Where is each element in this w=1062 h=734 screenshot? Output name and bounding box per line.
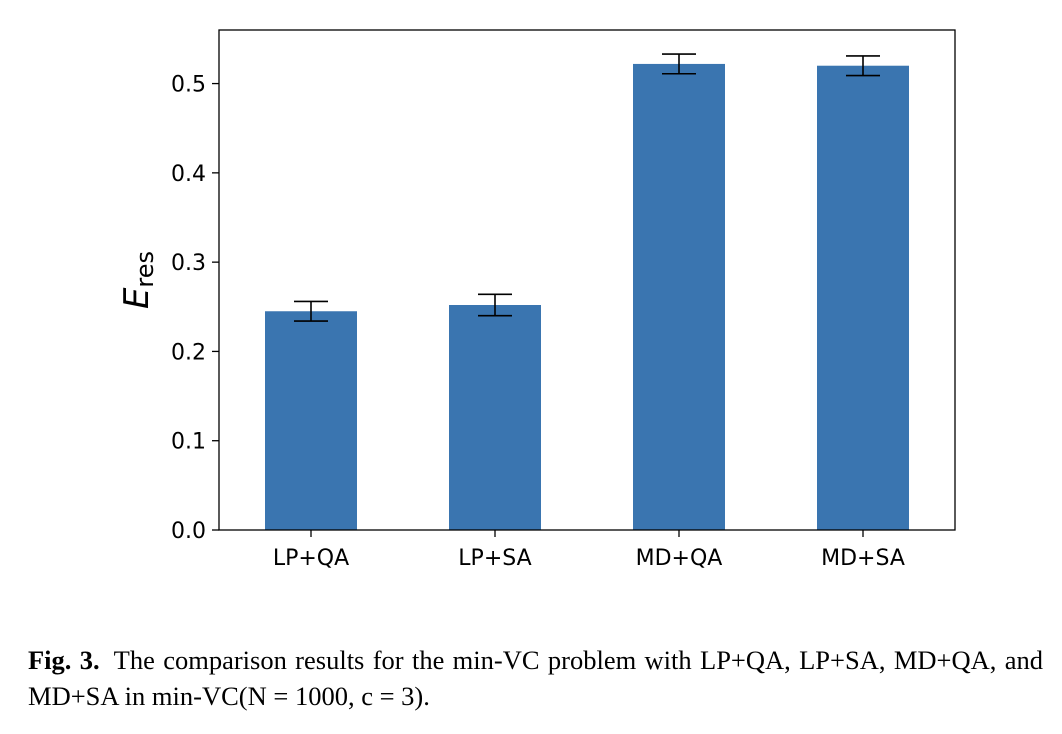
plot-frame <box>218 29 956 531</box>
x-tick-label: LP+SA <box>458 546 531 571</box>
y-axis-label-main: E <box>117 287 157 309</box>
y-axis: 0.0 0.1 0.2 0.3 0.4 0.5 <box>171 73 219 544</box>
y-axis-label: Eres <box>117 251 159 309</box>
bar-md-sa <box>817 65 909 530</box>
bars-group <box>265 63 909 531</box>
bar-lp-qa <box>265 311 357 530</box>
bar-md-qa <box>633 63 725 531</box>
error-bars-group <box>294 53 880 322</box>
y-tick-label: 0.2 <box>171 340 206 365</box>
y-tick-label: 0.4 <box>171 162 206 187</box>
figure-caption: Fig. 3. The comparison results for the mi… <box>28 642 1043 714</box>
y-tick-label: 0.5 <box>171 73 206 98</box>
x-tick-label: LP+QA <box>273 546 349 571</box>
figure-number: Fig. 3. <box>28 645 100 675</box>
y-axis-label-sub: res <box>131 251 159 288</box>
bar-chart: 0.00.10.20.30.40.5 LP+QA LP+SA MD+QA MD+SA … <box>117 29 956 571</box>
x-tick-label: MD+SA <box>821 546 905 571</box>
y-tick-label: 0.3 <box>171 251 206 276</box>
y-tick-label: 0.1 <box>171 430 206 455</box>
x-axis: LP+QA LP+SA MD+QA MD+SA <box>273 530 905 571</box>
caption-text: The comparison results for the min-VC pr… <box>28 645 1043 711</box>
bar-lp-sa <box>449 305 541 530</box>
x-tick-label: MD+QA <box>636 546 723 571</box>
y-tick-label: 0.0 <box>171 519 206 544</box>
